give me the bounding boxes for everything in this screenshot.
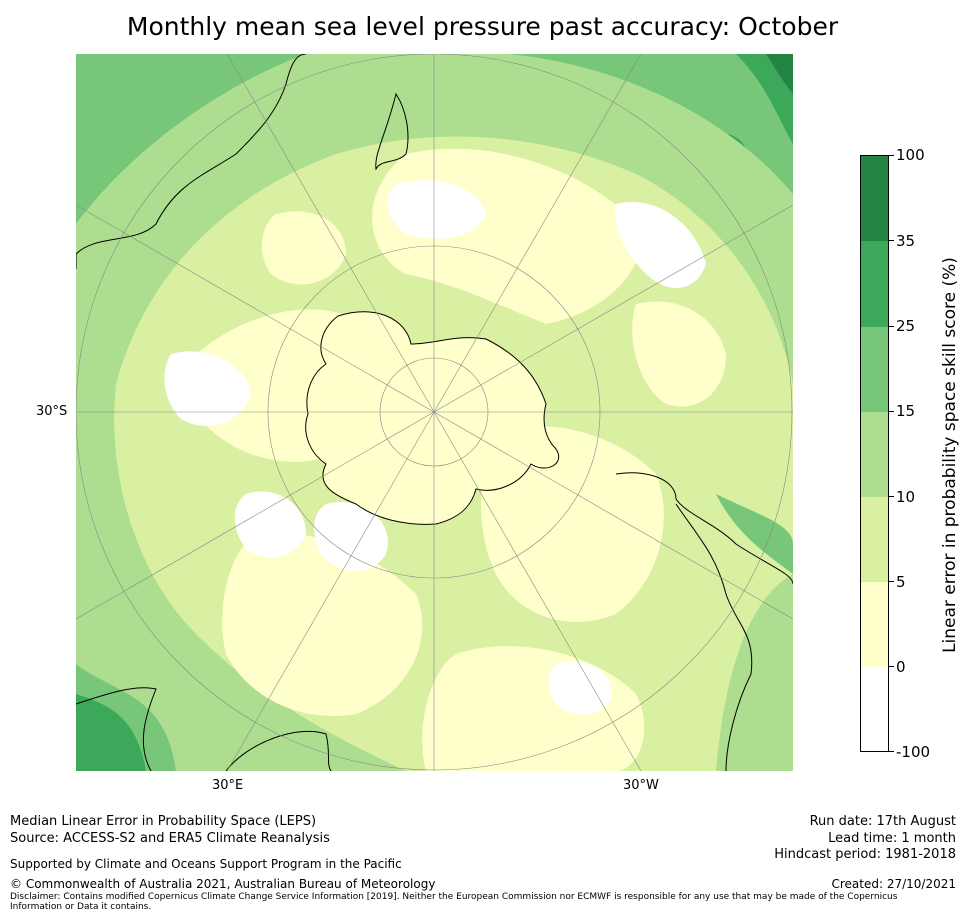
colorbar-bin-25-35 [861, 241, 888, 327]
colorbar-bin-neg100-0 [861, 667, 888, 751]
skill-field-highest [766, 54, 793, 94]
map-panel [76, 54, 793, 771]
antarctica-outline [305, 311, 559, 525]
colorbar-tick-label: -100 [896, 743, 931, 761]
footer-copyright: © Commonwealth of Australia 2021, Austra… [10, 877, 436, 891]
colorbar [860, 155, 889, 752]
colorbar-tick [889, 581, 894, 582]
africa-outline [76, 687, 332, 771]
skill-field-moderate [76, 54, 793, 771]
skill-field-none [164, 180, 706, 715]
colorbar-bin-10-15 [861, 412, 888, 497]
map-title: Monthly mean sea level pressure past acc… [126, 12, 839, 41]
colorbar-bin-5-10 [861, 497, 888, 582]
footer-run-date: Run date: 17th August [809, 814, 956, 829]
footer-disclaimer: Disclaimer: Contains modified Copernicus… [10, 892, 898, 912]
south-america-outline [615, 472, 793, 771]
colorbar-tick-label: 15 [896, 402, 916, 420]
colorbar-tick [889, 666, 894, 667]
graticule [76, 54, 793, 771]
new-zealand-outline [375, 92, 409, 171]
footer-hindcast: Hindcast period: 1981-2018 [774, 847, 956, 862]
colorbar-title: Linear error in probability space skill … [940, 257, 960, 653]
footer-source: Source: ACCESS-S2 and ERA5 Climate Reana… [10, 831, 330, 846]
colorbar-tick-label: 100 [896, 146, 925, 164]
colorbar-tick-label: 10 [896, 488, 916, 506]
colorbar-bin-15-25 [861, 327, 888, 412]
colorbar-tick-label: 5 [896, 573, 906, 591]
colorbar-tick [889, 240, 894, 241]
lat-label-30s: 30°S [36, 404, 68, 419]
colorbar-bin-35-100 [861, 156, 888, 241]
australia-outline [76, 54, 307, 269]
colorbar-tick-label: 35 [896, 232, 916, 250]
colorbar-tick [889, 496, 894, 497]
colorbar-tick [889, 155, 894, 156]
colorbar-tick [889, 411, 894, 412]
colorbar-tick [889, 326, 894, 327]
footer-leps-label: Median Linear Error in Probability Space… [10, 814, 317, 829]
lon-label-30e: 30°E [212, 778, 244, 793]
footer-support: Supported by Climate and Oceans Support … [10, 857, 402, 871]
polar-map [76, 54, 793, 771]
colorbar-tick [889, 751, 894, 752]
footer-lead-time: Lead time: 1 month [828, 831, 956, 846]
colorbar-tick-label: 0 [896, 658, 906, 676]
lon-label-30w: 30°W [623, 778, 659, 793]
colorbar-tick-label: 25 [896, 317, 916, 335]
colorbar-bin-0-5 [861, 582, 888, 667]
footer-created: Created: 27/10/2021 [831, 877, 956, 891]
